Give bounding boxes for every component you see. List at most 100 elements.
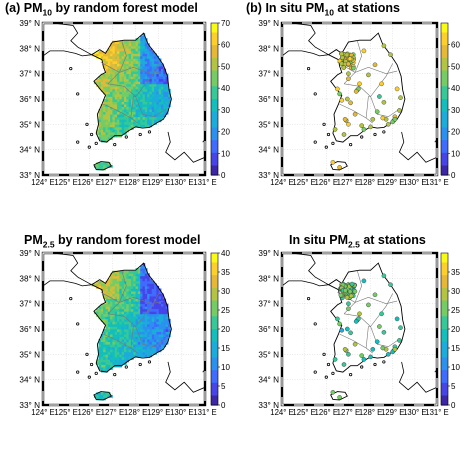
colorbar-tick-label: 20 (451, 325, 460, 334)
title-main: In situ PM (265, 1, 325, 15)
longitude-label: 128° E (124, 408, 148, 417)
station-point (341, 65, 347, 70)
longitude-label: 131° E (425, 408, 449, 417)
longitude-label: 131° E (193, 178, 217, 187)
latitude-label: 39° N (19, 19, 40, 28)
colorbar-tick-label: 0 (451, 401, 456, 410)
colorbar-tick-label: 10 (221, 363, 230, 372)
colorbar-tick-label: 25 (451, 306, 460, 315)
latitude-label: 34° N (258, 376, 279, 385)
station-point (344, 295, 350, 300)
province-boundaries (337, 40, 400, 124)
colorbar-tick-label: 20 (451, 128, 460, 137)
colorbar-tick-label: 40 (451, 84, 460, 93)
station-point (337, 395, 342, 400)
longitude-label: 129° E (147, 408, 171, 417)
latitude-label: 35° N (19, 350, 40, 359)
station-point (352, 111, 358, 117)
map-panel-b: (b) In situ PM10 at stations 33° N 34° N 35… (241, 0, 474, 226)
title-main: PM (23, 1, 43, 15)
province-boundaries (100, 270, 166, 354)
station-point (385, 122, 391, 127)
colorbar: 0 10 20 30 40 50 60 (440, 22, 460, 180)
station-point (344, 52, 350, 58)
colorbar-tick-label: 15 (221, 344, 230, 353)
station-point (359, 123, 364, 128)
korea-outline (90, 262, 172, 401)
longitude-label: 125° E (292, 178, 316, 187)
longitude-label: 128° E (124, 178, 148, 187)
station-point (377, 324, 382, 329)
station-point (346, 301, 351, 306)
station-point (352, 341, 358, 347)
station-point (339, 98, 345, 103)
station-point (346, 61, 351, 67)
longitude-label: 129° E (381, 178, 405, 187)
colorbar-tick-label: 60 (221, 41, 230, 50)
station-point (330, 389, 336, 395)
colorbar: 0 10 20 30 40 50 60 70 (210, 19, 230, 180)
longitude-label: 125° E (292, 408, 316, 417)
station-point (370, 117, 376, 122)
title-subscript: 10 (324, 7, 334, 18)
station-point (359, 353, 364, 358)
model-grid (91, 263, 171, 401)
colorbar-tick-label: 5 (451, 382, 456, 391)
title-subscript: 2.5 (42, 239, 55, 250)
station-point (352, 289, 358, 294)
latitude-label: 37° N (19, 70, 40, 79)
longitude-label: 131° E (425, 178, 449, 187)
colorbar-tick-label: 30 (451, 287, 460, 296)
station-point (346, 71, 351, 76)
coastlines (42, 22, 206, 163)
station-point (361, 278, 367, 284)
longitude-label: 126° E (315, 178, 339, 187)
station-point (342, 347, 348, 352)
latitude-label: 39° N (258, 249, 279, 258)
title-rest: by random forest model (51, 1, 198, 15)
province-boundaries (100, 40, 166, 124)
latitude-label: 35° N (258, 120, 279, 129)
station-point (398, 95, 403, 100)
station-point (341, 132, 347, 137)
station-point (392, 117, 398, 122)
province-boundaries (337, 270, 400, 354)
longitude-label: 126° E (78, 408, 102, 417)
colorbar-tick-label: 10 (221, 149, 230, 158)
station-point (346, 122, 351, 127)
station-point (332, 357, 338, 362)
colorbar: 0 5 10 15 20 25 30 35 (440, 252, 460, 410)
station-point (374, 339, 380, 344)
panel-label: (a) (5, 1, 24, 15)
longitude-label: 127° E (337, 178, 361, 187)
station-point (394, 86, 400, 92)
station-point (381, 273, 387, 279)
colorbar-tick-label: 50 (221, 62, 230, 71)
station-point (361, 48, 367, 54)
longitude-label: 128° E (359, 408, 383, 417)
station-point (347, 56, 353, 62)
latitude-label: 34° N (19, 376, 40, 385)
station-point (381, 330, 387, 335)
longitude-label: 129° E (147, 178, 171, 187)
title-main: In situ PM (289, 233, 349, 247)
panel-title: In situ PM2.5 at stations (289, 233, 426, 250)
latitude-label: 37° N (258, 300, 279, 309)
station-point (374, 109, 380, 114)
title-rest: at stations (333, 1, 400, 15)
station-point (394, 316, 400, 322)
station-point (388, 282, 393, 288)
colorbar-tick-label: 25 (221, 306, 230, 315)
longitude-label: 125° E (54, 178, 78, 187)
longitude-label: 126° E (78, 178, 102, 187)
latitude-label: 36° N (258, 95, 279, 104)
station-points (330, 273, 403, 400)
station-point (332, 127, 338, 132)
colorbar: 0 5 10 15 20 25 30 35 40 (210, 249, 230, 410)
station-point (342, 117, 348, 122)
latitude-label: 33° N (258, 401, 279, 410)
latitude-label: 38° N (258, 44, 279, 53)
station-point (348, 330, 353, 336)
station-point (361, 127, 367, 132)
longitude-label: 131° E (193, 408, 217, 417)
